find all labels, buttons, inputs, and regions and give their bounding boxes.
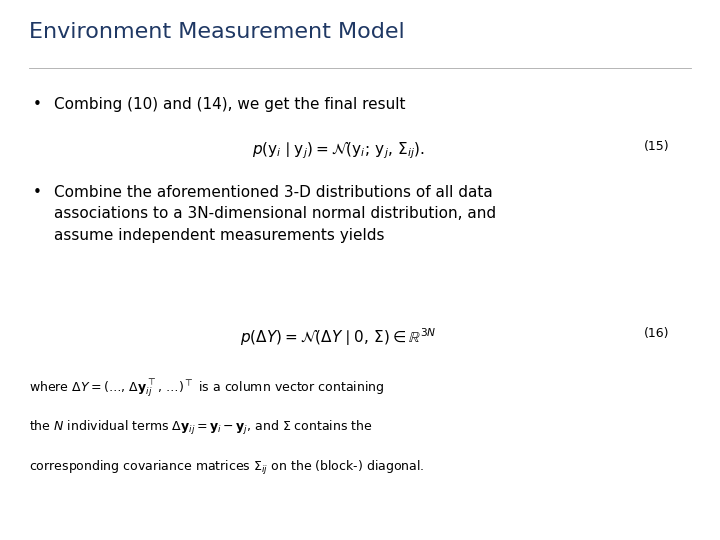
Text: $p(\Delta Y) = \mathcal{N}(\Delta Y \mid 0,\, \Sigma) \in \mathbb{R}^{3N}$: $p(\Delta Y) = \mathcal{N}(\Delta Y \mid… bbox=[240, 327, 437, 348]
Text: $p(\mathrm{y}_i \mid \mathrm{y}_j) = \mathcal{N}(\mathrm{y}_i;\, \mathrm{y}_j,\,: $p(\mathrm{y}_i \mid \mathrm{y}_j) = \ma… bbox=[252, 140, 425, 161]
Text: (15): (15) bbox=[644, 140, 670, 153]
Text: Combine the aforementioned 3-D distributions of all data
associations to a 3N-di: Combine the aforementioned 3-D distribut… bbox=[54, 185, 496, 243]
Text: corresponding covariance matrices $\Sigma_{ij}$ on the (block-) diagonal.: corresponding covariance matrices $\Sigm… bbox=[29, 459, 424, 477]
Text: •: • bbox=[32, 97, 41, 112]
Text: Combing (10) and (14), we get the final result: Combing (10) and (14), we get the final … bbox=[54, 97, 405, 112]
Text: (16): (16) bbox=[644, 327, 670, 340]
Text: Environment Measurement Model: Environment Measurement Model bbox=[29, 22, 405, 42]
Text: the $N$ individual terms $\Delta \mathbf{y}_{ij} = \mathbf{y}_i - \mathbf{y}_j$,: the $N$ individual terms $\Delta \mathbf… bbox=[29, 418, 373, 436]
Text: where $\Delta Y = (\ldots,\, \Delta \mathbf{y}_{ij}^\top,\, \ldots)^\top$ is a c: where $\Delta Y = (\ldots,\, \Delta \mat… bbox=[29, 378, 384, 400]
Text: •: • bbox=[32, 185, 41, 200]
